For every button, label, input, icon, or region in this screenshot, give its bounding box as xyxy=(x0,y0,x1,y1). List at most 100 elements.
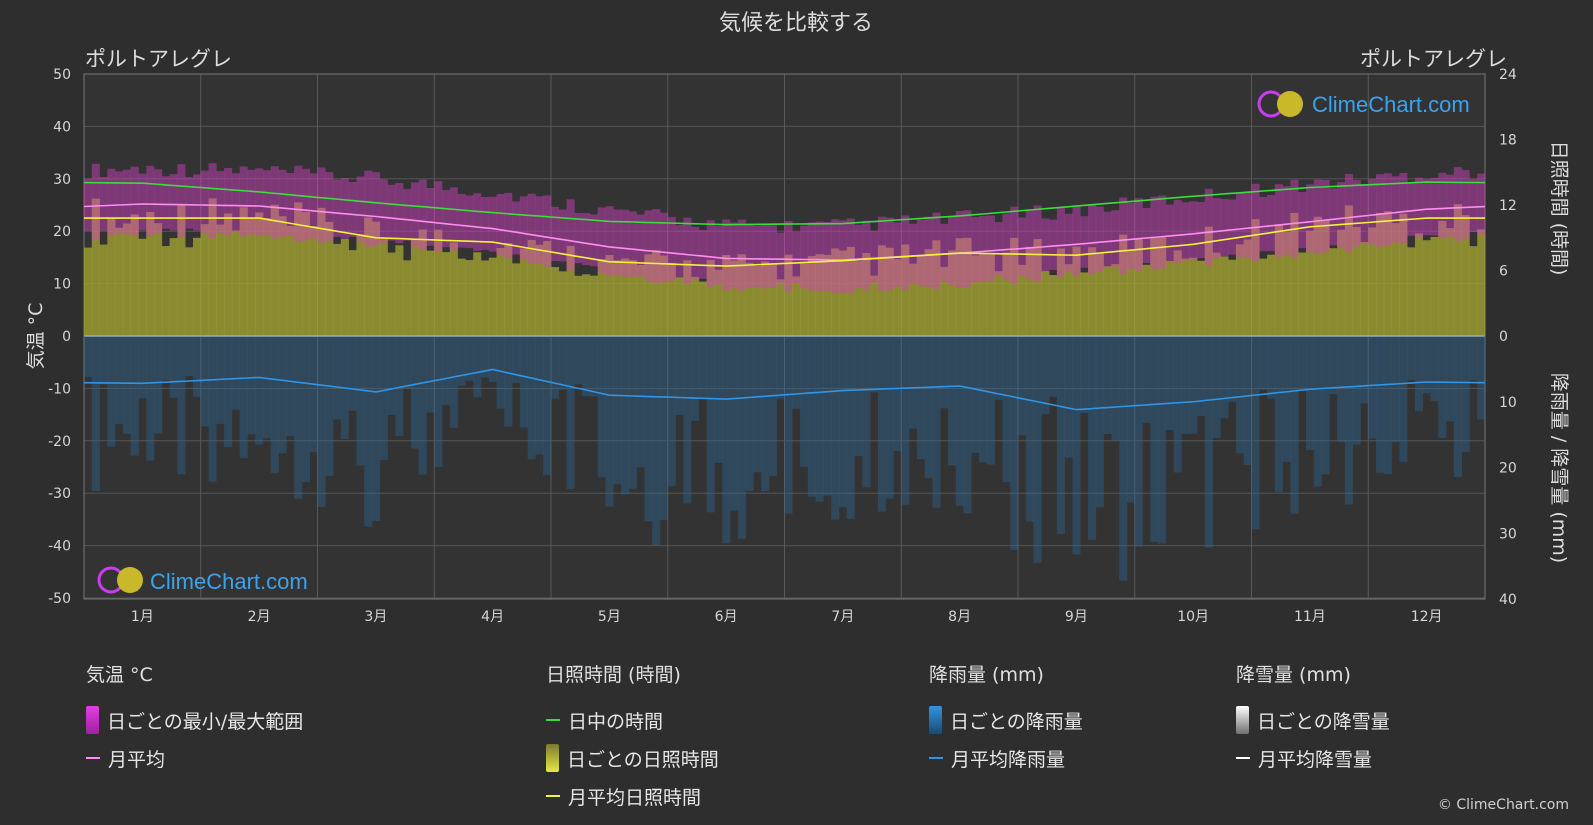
logo-bottom[interactable]: ClimeChart.com xyxy=(97,566,308,594)
temp-range-bar xyxy=(737,219,746,291)
temp-range-bar xyxy=(807,222,816,291)
sunshine-bar xyxy=(519,248,528,336)
temp-range-bar xyxy=(613,209,622,276)
sunshine-bar xyxy=(1002,252,1011,336)
logo-top[interactable]: ClimeChart.com xyxy=(1257,90,1470,118)
sunshine-bar xyxy=(169,238,178,336)
legend-temp: 気温 °C 日ごとの最小/最大範囲 月平均 xyxy=(86,660,303,777)
sunshine-bar xyxy=(395,245,404,336)
rain-bar xyxy=(426,336,435,413)
temp-range-bar xyxy=(1111,210,1120,267)
rain-bar xyxy=(924,336,933,478)
sunshine-bar xyxy=(566,245,575,336)
temp-range-bar xyxy=(317,167,326,244)
sunshine-bar xyxy=(270,204,279,336)
temp-range-bar xyxy=(1228,199,1237,255)
sunshine-bar xyxy=(698,281,707,336)
rain-bar xyxy=(854,336,863,457)
rain-bar xyxy=(317,336,326,508)
rain-bar xyxy=(1142,336,1151,423)
sunshine-bar xyxy=(605,254,614,336)
sunshine-bar xyxy=(1212,252,1221,336)
sunshine-bar xyxy=(1430,236,1439,336)
rain-bar xyxy=(1422,336,1431,394)
temp-range-bar xyxy=(387,184,396,241)
sunshine-bar xyxy=(854,261,863,336)
rain-bar xyxy=(940,336,949,409)
rain-bar xyxy=(1111,336,1120,441)
rain-bar xyxy=(1126,336,1136,503)
sunshine-bar xyxy=(675,277,684,336)
sunshine-bar xyxy=(947,250,957,336)
month-tick-label: 10月 xyxy=(1177,609,1209,625)
sunshine-bar xyxy=(122,223,131,336)
sunshine-bar xyxy=(582,274,591,336)
temp-range-bar xyxy=(1134,198,1143,271)
rain-bar xyxy=(1033,336,1042,563)
sunshine-bar xyxy=(613,260,622,336)
rain-bar xyxy=(200,336,209,427)
logo-text: ClimeChart.com xyxy=(1312,92,1470,117)
sunshine-bar xyxy=(589,275,598,336)
sunshine-bar xyxy=(294,202,303,336)
sunshine-bar xyxy=(278,216,287,336)
sunshine-bar xyxy=(325,221,334,336)
temp-range-bar xyxy=(706,220,715,287)
sunshine-bar xyxy=(979,253,988,336)
temp-range-bar xyxy=(574,212,583,264)
right-top-tick-label: 0 xyxy=(1499,329,1508,345)
rain-bar xyxy=(683,336,692,504)
sunshine-bar xyxy=(1197,260,1206,336)
temp-range-bar xyxy=(1305,184,1315,252)
sunshine-bar xyxy=(255,212,264,336)
sunshine-bar xyxy=(426,250,435,336)
temp-range-bar xyxy=(979,215,988,282)
rain-bar xyxy=(1376,336,1385,473)
sunshine-bar xyxy=(792,276,801,336)
temp-range-bar xyxy=(1158,195,1167,269)
temp-range-bar xyxy=(161,176,170,229)
temp-range-bar xyxy=(597,207,606,273)
temp-range-bar xyxy=(449,187,458,251)
temp-range-bar xyxy=(582,213,591,266)
rain-bar xyxy=(301,336,311,482)
rain-bar xyxy=(1049,336,1058,397)
sunshine-bar xyxy=(1150,237,1159,336)
rain-bar xyxy=(877,336,886,512)
sunshine-bar xyxy=(309,226,318,336)
legend-snow-title: 降雪量 (mm) xyxy=(1236,664,1351,686)
temp-range-bar xyxy=(395,182,404,244)
temp-range-bar xyxy=(675,225,684,278)
sunshine-bar xyxy=(161,246,170,336)
sunshine-bar xyxy=(636,264,645,336)
sunshine-bar xyxy=(628,260,637,336)
rain-bar xyxy=(1018,336,1027,436)
rain-bar xyxy=(722,336,731,544)
sunshine-bar xyxy=(99,244,108,336)
sunshine-bar xyxy=(706,259,715,336)
temp-range-bar xyxy=(231,173,240,232)
rain-bar xyxy=(84,336,93,378)
temp-range-bar xyxy=(714,225,723,285)
temp-range-bar xyxy=(986,215,995,282)
temp-range-bar xyxy=(652,209,661,284)
rain-bar xyxy=(1321,336,1330,475)
sunshine-bar xyxy=(901,244,910,336)
temp-range-bar xyxy=(1126,203,1136,269)
rain-avg-line xyxy=(83,368,1486,411)
temp-range-bar xyxy=(1360,184,1369,243)
sunshine-bar xyxy=(994,271,1003,336)
rain-bar xyxy=(1064,336,1073,458)
sunshine-bar xyxy=(496,247,505,336)
temp-range-bar xyxy=(784,221,793,291)
sunshine-bar xyxy=(1119,234,1128,336)
temp-range-bar xyxy=(1282,186,1291,255)
rain-bar xyxy=(263,336,272,439)
sunshine-bar xyxy=(1383,211,1392,336)
temp-range-bar xyxy=(932,212,941,290)
sunshine-bar xyxy=(449,242,458,336)
temp-range-bar xyxy=(1337,182,1346,249)
temp-range-bar xyxy=(1414,177,1424,238)
sunshine-bar xyxy=(512,263,521,336)
sunshine-bar xyxy=(916,254,925,336)
